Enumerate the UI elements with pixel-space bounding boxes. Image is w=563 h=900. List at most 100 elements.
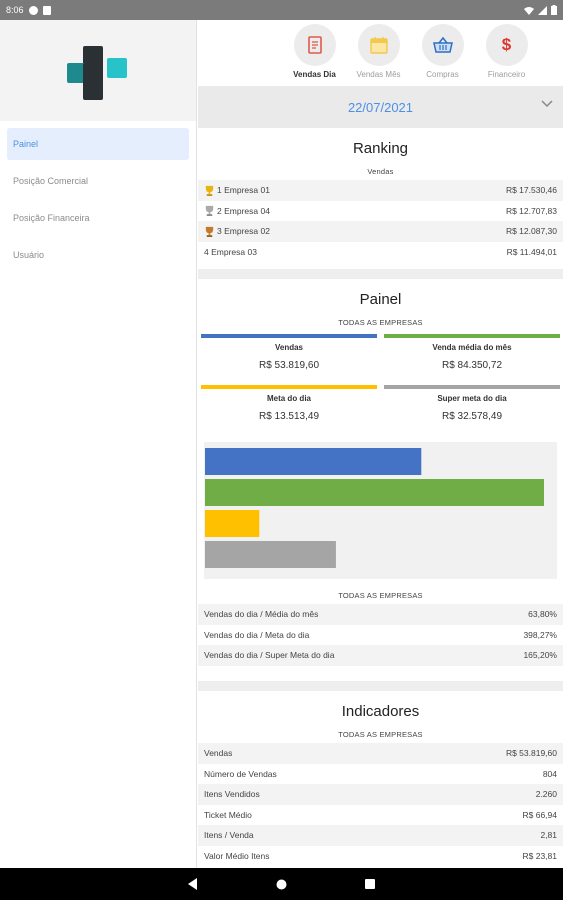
main-content: Vendas Dia Vendas Mês Compras $ Financei… [198, 20, 563, 868]
signal-icon [538, 5, 547, 15]
tab-label: Vendas Mês [356, 70, 401, 79]
chevron-down-icon[interactable] [541, 100, 553, 108]
sidebar-item-usuario[interactable]: Usuário [7, 239, 189, 271]
kpi-label: Meta do dia [266, 394, 311, 403]
sidebar-item-label: Usuário [13, 250, 45, 260]
divider [198, 269, 563, 279]
logo-area [0, 20, 196, 121]
sidebar: Painel Posição Comercial Posição Finance… [0, 20, 197, 868]
recents-icon[interactable] [365, 879, 375, 889]
table-row: Valor Médio Itens R$ 23,81 [198, 846, 563, 867]
table-row: 2 Empresa 04 R$ 12.707,83 [198, 201, 563, 222]
indicadores-card: Indicadores TODAS AS EMPRESAS Vendas R$ … [198, 691, 563, 868]
indicator-value: R$ 66,94 [522, 809, 558, 820]
table-row: Número de Vendas 804 [198, 764, 563, 785]
tab-compras[interactable]: Compras [418, 24, 468, 86]
sidebar-item-painel[interactable]: Painel [7, 128, 189, 160]
kpi-value: R$ 84.350,72 [441, 360, 503, 371]
indicadores-title: Indicadores [341, 703, 420, 720]
table-row: 4 Empresa 03 R$ 11.494,01 [198, 242, 563, 263]
painel-title: Painel [359, 291, 402, 308]
ratios-subtitle: TODAS AS EMPRESAS [338, 591, 423, 600]
table-row: Vendas do dia / Meta do dia 398,27% [198, 625, 563, 646]
selected-date: 22/07/2021 [347, 99, 414, 115]
ratio-label: Vendas do dia / Super Meta do dia [204, 650, 335, 661]
divider [198, 681, 563, 691]
painel-subtitle: TODAS AS EMPRESAS [338, 318, 423, 327]
ranking-value: R$ 17.530,46 [505, 185, 557, 196]
table-row: Itens Vendidos 2.260 [198, 784, 563, 805]
tab-financeiro[interactable]: $ Financeiro [482, 24, 532, 86]
indicator-label: Vendas [204, 748, 233, 759]
sidebar-item-posicao-comercial[interactable]: Posição Comercial [7, 165, 189, 197]
tab-label: Compras [426, 70, 459, 79]
ranking-card: Ranking Vendas 1 Empresa 01 R$ 17.530,46… [198, 128, 563, 269]
kpi-grid: Vendas R$ 53.819,60 Venda média do mês R… [198, 334, 563, 436]
tab-label: Vendas Dia [293, 70, 336, 79]
table-row: Vendas do dia / Super Meta do dia 165,20… [198, 645, 563, 666]
indicator-value: 2.260 [535, 789, 557, 800]
table-row: 1 Empresa 01 R$ 17.530,46 [198, 180, 563, 201]
ranking-value: R$ 12.707,83 [505, 205, 557, 216]
bar-chart [204, 442, 557, 579]
indicator-label: Número de Vendas [204, 768, 277, 779]
sim-notification-icon [42, 5, 51, 15]
table-row: Vendas do dia / Média do mês 63,80% [198, 604, 563, 625]
indicator-value: 2,81 [540, 830, 557, 841]
system-nav-bar [0, 868, 563, 900]
table-row: Ticket Médio R$ 66,94 [198, 805, 563, 826]
tab-vendas-dia[interactable]: Vendas Dia [290, 24, 340, 86]
app-notification-icon [28, 5, 38, 15]
indicator-label: Ticket Médio [204, 809, 252, 820]
app-logo [67, 46, 127, 100]
table-row: Vendas R$ 53.819,60 [198, 743, 563, 764]
bar-4 [205, 541, 336, 568]
indicator-value: R$ 53.819,60 [505, 748, 557, 759]
tab-icon-bg [421, 24, 464, 66]
calendar-icon [369, 37, 388, 54]
painel-card: Painel TODAS AS EMPRESAS Vendas R$ 53.81… [198, 279, 563, 681]
tab-label: Financeiro [487, 70, 526, 79]
ratio-value: 165,20% [523, 650, 557, 661]
kpi-vendas: Vendas R$ 53.819,60 [201, 334, 377, 385]
ranking-value: R$ 12.087,30 [505, 226, 557, 237]
ranking-label: 4 Empresa 03 [204, 246, 257, 257]
ranking-label: 2 Empresa 04 [217, 205, 270, 216]
home-icon[interactable] [276, 879, 287, 890]
indicator-label: Itens Vendidos [204, 789, 260, 800]
kpi-value: R$ 32.578,49 [441, 411, 503, 422]
sidebar-item-label: Posição Comercial [13, 176, 89, 186]
kpi-value: R$ 53.819,60 [258, 360, 320, 371]
status-time: 8:06 [6, 5, 24, 15]
tab-icon-bg [357, 24, 400, 66]
ranking-subtitle: Vendas [367, 167, 394, 176]
sidebar-item-label: Painel [13, 139, 39, 149]
sidebar-item-label: Posição Financeira [13, 213, 90, 223]
indicator-label: Itens / Venda [204, 830, 254, 841]
sidebar-item-posicao-financeira[interactable]: Posição Financeira [7, 202, 189, 234]
status-bar: 8:06 [0, 0, 563, 20]
table-row: Itens / Venda 2,81 [198, 825, 563, 846]
battery-icon [551, 5, 557, 15]
bar-3 [205, 510, 260, 537]
kpi-value: R$ 13.513,49 [258, 411, 320, 422]
tab-vendas-mes[interactable]: Vendas Mês [354, 24, 404, 86]
ratio-label: Vendas do dia / Média do mês [204, 609, 319, 620]
date-selector[interactable]: 22/07/2021 [198, 86, 563, 128]
sidebar-nav: Painel Posição Comercial Posição Finance… [0, 121, 196, 283]
indicator-value: R$ 23,81 [522, 850, 558, 861]
bar-1 [205, 448, 422, 475]
wifi-icon [524, 6, 534, 15]
tab-icon-bg [293, 24, 336, 66]
kpi-super-meta: Super meta do dia R$ 32.578,49 [384, 385, 560, 436]
bar-chart-svg [205, 448, 544, 568]
ranking-label: 1 Empresa 01 [217, 185, 270, 196]
receipt-icon [307, 36, 322, 54]
dollar-icon: $ [501, 35, 512, 54]
ratio-value: 63,80% [528, 609, 557, 620]
indicator-value: 804 [542, 768, 557, 779]
indicator-label: Valor Médio Itens [204, 850, 270, 861]
bronze-trophy-icon [205, 226, 214, 237]
back-icon[interactable] [188, 878, 198, 890]
tab-bar: Vendas Dia Vendas Mês Compras $ Financei… [198, 20, 563, 86]
